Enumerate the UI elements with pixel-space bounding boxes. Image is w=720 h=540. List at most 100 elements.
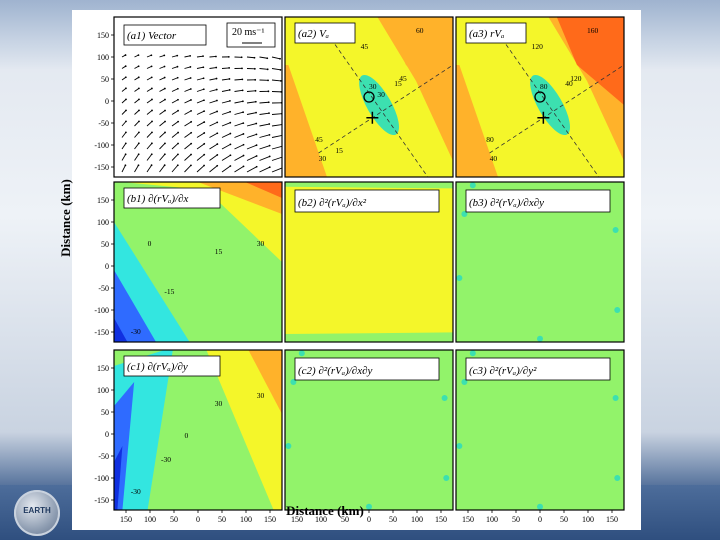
wind-vector-head bbox=[216, 132, 219, 135]
wind-vector-head bbox=[151, 131, 153, 134]
wind-vector-head bbox=[229, 165, 232, 167]
dashed-axis bbox=[318, 64, 453, 154]
wind-vector bbox=[209, 78, 217, 81]
contour-band-yellow bbox=[122, 182, 282, 262]
wind-vector bbox=[171, 77, 178, 81]
y-tick-label: -50 bbox=[98, 119, 109, 128]
wind-vector-head bbox=[176, 87, 179, 90]
wind-vector-head bbox=[254, 100, 257, 103]
earth-logo: EARTH bbox=[14, 490, 60, 536]
contour-label: 80 bbox=[486, 135, 494, 144]
x-tick-label: 150 bbox=[264, 515, 276, 524]
wind-vector-head bbox=[216, 143, 219, 145]
panel-title: (a2) Vₐ bbox=[298, 28, 329, 40]
wind-vector bbox=[221, 100, 231, 104]
wind-vector bbox=[146, 110, 153, 115]
contour-label: -30 bbox=[131, 487, 141, 496]
wind-vector bbox=[184, 121, 192, 127]
panel-title: (c1) ∂(rVₐ)/∂y bbox=[127, 361, 188, 373]
panel-frame bbox=[455, 181, 625, 343]
wind-vector bbox=[134, 143, 140, 150]
wind-vector bbox=[121, 154, 127, 161]
wind-vector bbox=[171, 143, 179, 150]
contour-label: 15 bbox=[394, 79, 402, 88]
wind-vector bbox=[184, 77, 191, 81]
wind-vector bbox=[121, 165, 126, 173]
edge-band bbox=[285, 182, 453, 189]
x-tick-label: 100 bbox=[582, 515, 594, 524]
wind-vector-head bbox=[202, 55, 204, 58]
edge-speck bbox=[469, 182, 476, 189]
x-tick-label: 150 bbox=[120, 515, 132, 524]
wind-vector bbox=[171, 99, 179, 104]
wind-vector bbox=[246, 101, 256, 104]
y-tick-label: 0 bbox=[105, 262, 109, 271]
wind-vector-head bbox=[267, 90, 270, 93]
y-tick-label: 0 bbox=[105, 97, 109, 106]
wind-vector bbox=[209, 143, 218, 150]
wind-vector-head bbox=[190, 110, 192, 112]
wind-vector-head bbox=[163, 76, 166, 79]
contour-band-orange bbox=[456, 65, 498, 177]
wind-vector bbox=[159, 143, 166, 150]
wind-vector-head bbox=[164, 131, 166, 134]
y-tick-label: 50 bbox=[101, 408, 109, 417]
edge-speck bbox=[456, 275, 463, 281]
wind-vector-head bbox=[137, 142, 140, 145]
wind-vector bbox=[221, 144, 231, 150]
wind-vector bbox=[196, 165, 205, 173]
wind-vector bbox=[271, 145, 282, 150]
wind-vector-head bbox=[216, 99, 218, 102]
wind-vector bbox=[209, 111, 218, 115]
panel-title-box bbox=[465, 357, 611, 381]
wind-vector bbox=[134, 154, 140, 161]
wind-vector-head bbox=[215, 77, 218, 80]
panel-title: (c3) ∂²(rVₐ)/∂y² bbox=[469, 365, 537, 377]
wind-vector bbox=[259, 134, 270, 138]
x-tick-label: 150 bbox=[291, 515, 303, 524]
panel-b2: (b2) ∂²(rVₐ)/∂x² bbox=[285, 182, 453, 342]
wind-vector bbox=[146, 153, 153, 161]
wind-vector-head bbox=[151, 120, 153, 123]
contour-core bbox=[359, 74, 400, 136]
panel-title-box bbox=[294, 189, 440, 213]
wind-vector-head bbox=[241, 100, 244, 103]
contour-band-blue bbox=[114, 270, 156, 342]
wind-vector-head bbox=[242, 165, 245, 168]
contour-label: 30 bbox=[377, 90, 385, 99]
wind-vector bbox=[246, 144, 257, 150]
wind-vector bbox=[209, 56, 216, 58]
wind-vector bbox=[184, 99, 192, 104]
wind-vector-head bbox=[242, 133, 245, 135]
wind-vector-head bbox=[124, 65, 127, 68]
wind-vector-head bbox=[228, 89, 231, 91]
wind-vector-head bbox=[190, 131, 193, 134]
wind-vector-head bbox=[268, 155, 271, 158]
wind-vector-head bbox=[242, 111, 245, 114]
y-tick-label: -150 bbox=[94, 496, 109, 505]
wind-vector bbox=[196, 66, 204, 69]
contour-label: 45 bbox=[399, 74, 407, 83]
contour-label: 40 bbox=[565, 79, 573, 88]
edge-speck bbox=[614, 307, 621, 313]
x-tick-label: 100 bbox=[240, 515, 252, 524]
wind-vector bbox=[234, 133, 244, 138]
wind-vector-head bbox=[254, 78, 257, 81]
wind-vector-head bbox=[268, 144, 271, 147]
wind-vector-head bbox=[151, 98, 153, 101]
contour-band-orange bbox=[285, 65, 327, 177]
contour-label: 30 bbox=[257, 391, 265, 400]
vector-scale-label: 20 ms⁻¹ bbox=[232, 27, 264, 38]
wind-vector bbox=[121, 110, 127, 115]
contour-label: 120 bbox=[532, 42, 544, 51]
wind-vector bbox=[134, 132, 140, 138]
wind-vector-head bbox=[190, 99, 192, 101]
wind-vector-head bbox=[216, 154, 219, 156]
wind-vector-head bbox=[150, 87, 153, 90]
wind-vector bbox=[246, 155, 257, 161]
wind-vector bbox=[246, 123, 257, 127]
wind-vector bbox=[246, 90, 256, 92]
wind-vector bbox=[246, 112, 257, 115]
y-tick-label: -100 bbox=[94, 306, 109, 315]
wind-vector-head bbox=[203, 121, 206, 123]
